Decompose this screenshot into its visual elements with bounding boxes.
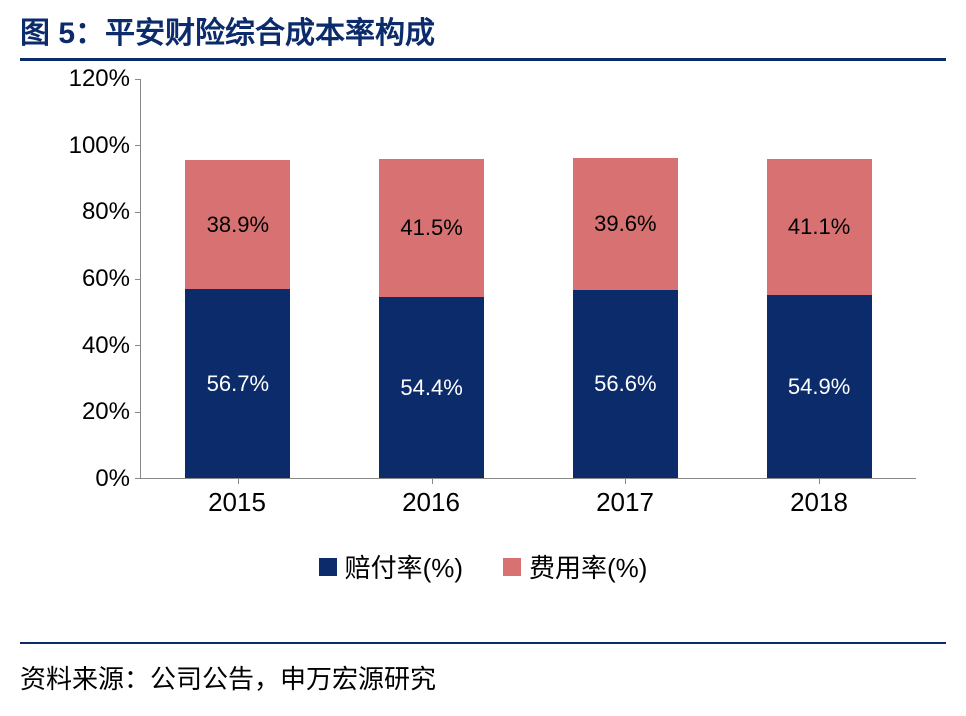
y-tick-mark [135,279,141,280]
legend-label: 费用率(%) [529,548,647,585]
title-row: 图 5：平安财险综合成本率构成 [20,8,946,61]
bar-column: 54.9% 41.1% [767,79,872,478]
y-tick-mark [135,478,141,479]
bar-value-label: 41.1% [788,214,850,240]
bar-segment-loss-ratio: 54.9% [767,295,872,478]
chart-region: 120%100%80%60%40%20%0% 56.7% 38.9% 54.4% 41… [20,79,946,617]
figure: 图 5：平安财险综合成本率构成 120%100%80%60%40%20%0% 5… [0,0,966,716]
y-axis: 120%100%80%60%40%20%0% [50,79,140,479]
y-tick-mark [135,79,141,80]
plot-row: 120%100%80%60%40%20%0% 56.7% 38.9% 54.4% 41… [50,79,916,479]
bar-value-label: 39.6% [594,211,656,237]
y-tick-mark [135,145,141,146]
bar-segment-expense-ratio: 41.1% [767,159,872,296]
x-axis-label: 2016 [379,487,484,518]
legend-swatch [319,558,337,576]
y-tick-mark [135,212,141,213]
x-tick-mark [819,478,820,484]
bar-segment-expense-ratio: 38.9% [185,160,290,289]
bar-value-label: 54.4% [400,375,462,401]
plot-inner: 56.7% 38.9% 54.4% 41.5% 56.6% 39.6% 54.9% 41.1% [141,79,916,478]
y-tick-mark [135,345,141,346]
x-tick-mark [238,478,239,484]
x-axis-label: 2018 [767,487,872,518]
x-tick-mark [625,478,626,484]
bar-column: 56.6% 39.6% [573,79,678,478]
bar-column: 54.4% 41.5% [379,79,484,478]
legend: 赔付率(%) 费用率(%) [50,548,916,585]
bar-segment-loss-ratio: 56.7% [185,289,290,478]
bar-segment-loss-ratio: 54.4% [379,297,484,478]
x-labels: 2015 2016 2017 2018 [140,487,916,518]
bar-segment-expense-ratio: 39.6% [573,158,678,290]
plot-area: 56.7% 38.9% 54.4% 41.5% 56.6% 39.6% 54.9% 41.1% [140,79,916,479]
x-axis-row: 2015 2016 2017 2018 [140,479,916,518]
x-tick-mark [432,478,433,484]
chart-title: 图 5：平安财险综合成本率构成 [20,17,435,50]
y-tick-mark [135,412,141,413]
x-axis-label: 2015 [185,487,290,518]
bars-container: 56.7% 38.9% 54.4% 41.5% 56.6% 39.6% 54.9% 41.1% [141,79,916,478]
legend-label: 赔付率(%) [345,548,463,585]
legend-item: 费用率(%) [503,548,647,585]
bar-segment-loss-ratio: 56.6% [573,290,678,478]
legend-swatch [503,558,521,576]
x-axis-label: 2017 [573,487,678,518]
bar-value-label: 38.9% [207,212,269,238]
bar-column: 56.7% 38.9% [185,79,290,478]
bar-value-label: 56.6% [594,371,656,397]
bar-segment-expense-ratio: 41.5% [379,159,484,297]
bar-value-label: 56.7% [207,371,269,397]
divider [20,642,946,644]
bar-value-label: 54.9% [788,374,850,400]
bar-value-label: 41.5% [400,215,462,241]
legend-item: 赔付率(%) [319,548,463,585]
source-text: 资料来源：公司公告，申万宏源研究 [20,659,946,706]
